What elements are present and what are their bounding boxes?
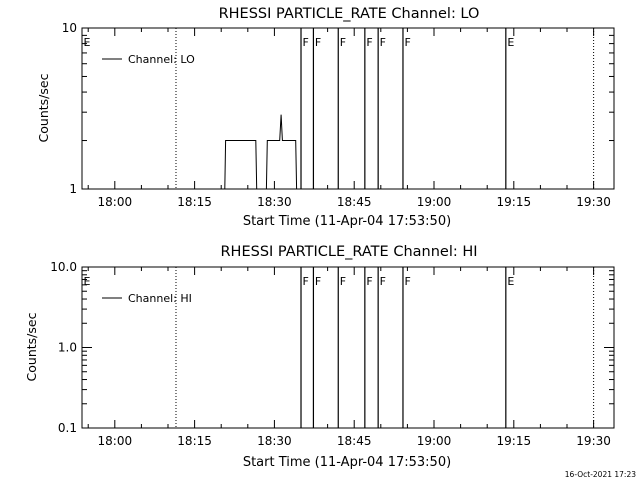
panel-lo-marker-label: F	[404, 36, 410, 49]
panel-hi-legend-label: Channel: HI	[128, 292, 192, 305]
panel-hi-marker-label: F	[366, 275, 372, 288]
panel-lo: RHESSI PARTICLE_RATE Channel: LO Start T…	[36, 6, 615, 229]
panel-hi-marker-label: F	[340, 275, 346, 288]
panel-hi-xtick-label: 18:15	[177, 434, 212, 448]
panel-lo-marker-label: F	[366, 36, 372, 49]
panel-lo-title: RHESSI PARTICLE_RATE Channel: LO	[219, 6, 480, 22]
panel-lo-frame	[81, 27, 615, 190]
panel-hi-xtick-label: 19:30	[576, 434, 611, 448]
panel-lo-marker-label: E	[507, 36, 514, 49]
generation-timestamp: 16-Oct-2021 17:23	[564, 470, 636, 479]
panel-lo-marker-label: F	[303, 36, 309, 49]
panel-lo-series-line	[173, 114, 301, 190]
panel-hi-marker-label: E	[507, 275, 514, 288]
panel-lo-xtick-label: 19:30	[576, 195, 611, 209]
panel-lo-xtick-label: 18:30	[257, 195, 292, 209]
panel-lo-marker-label: F	[380, 36, 386, 49]
panel-hi-title: RHESSI PARTICLE_RATE Channel: HI	[220, 244, 477, 260]
panel-hi-marker-label: E	[84, 275, 91, 288]
panel-hi-xtick-label: 19:15	[497, 434, 532, 448]
panel-lo-xtick-label: 18:15	[177, 195, 212, 209]
panel-hi-marker-label: F	[303, 275, 309, 288]
panel-lo-xtick-label: 19:00	[417, 195, 452, 209]
panel-lo-ytick-label: 10	[62, 21, 77, 35]
panel-hi-ytick-label: 0.1	[58, 421, 77, 435]
panel-lo-xlabel: Start Time (11-Apr-04 17:53:50)	[243, 214, 451, 229]
panel-lo-ylabel: Counts/sec	[36, 73, 51, 142]
panel-hi-xtick-label: 18:00	[98, 434, 133, 448]
panel-hi-ytick-label: 1.0	[58, 341, 77, 355]
panel-lo-marker-label: F	[340, 36, 346, 49]
panel-lo-legend-label: Channel: LO	[128, 53, 195, 66]
panel-hi-xtick-label: 19:00	[417, 434, 452, 448]
panel-lo-xtick-label: 19:15	[497, 195, 532, 209]
panel-hi-xtick-label: 18:30	[257, 434, 292, 448]
panel-lo-xtick-label: 18:45	[337, 195, 372, 209]
panel-hi-xtick-label: 18:45	[337, 434, 372, 448]
panel-hi-marker-label: F	[404, 275, 410, 288]
panel-hi-xlabel: Start Time (11-Apr-04 17:53:50)	[243, 455, 451, 470]
panel-lo-xtick-label: 18:00	[98, 195, 133, 209]
panel-lo-marker-label: E	[84, 36, 91, 49]
panel-hi-marker-label: F	[380, 275, 386, 288]
panel-hi-ylabel: Counts/sec	[24, 312, 39, 381]
panel-hi-marker-label: F	[315, 275, 321, 288]
panel-lo-marker-label: F	[315, 36, 321, 49]
panel-lo-ytick-label: 1	[69, 182, 77, 196]
panel-hi-ytick-label: 10.0	[50, 260, 77, 274]
panel-hi: RHESSI PARTICLE_RATE Channel: HI Start T…	[24, 244, 615, 470]
